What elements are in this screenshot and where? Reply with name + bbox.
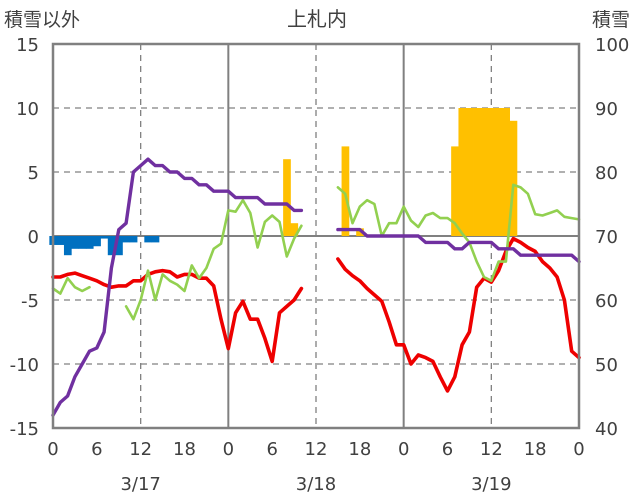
y-right-tick-label: 40 [595,419,618,440]
y-left-tick-label: -10 [10,355,39,376]
y-right-tick-label: 80 [595,163,618,184]
x-tick-label: 0 [573,439,584,460]
plot-frame [51,42,581,430]
y-right-tick-label: 100 [595,35,629,56]
precipitation-bar [283,159,291,236]
precipitation-bar [473,108,481,236]
grid-lines [53,44,579,428]
y-right-axis-title: 積雪 [592,9,630,31]
temperature-line [51,268,304,364]
precipitation-bar [451,146,459,236]
y-right-tick-label: 60 [595,291,618,312]
chart-title: 上札内 [287,7,347,31]
precipitation-bar [494,108,503,236]
temperature-line [336,236,581,393]
date-label: 3/17 [120,474,160,495]
snow-depth-line [336,227,581,264]
wind-bar [144,236,153,243]
y-right-tick-label: 90 [595,99,618,120]
snow-depth-line [51,157,304,417]
x-tick-label: 12 [305,439,328,460]
x-tick-label: 12 [480,439,503,460]
x-tick-label: 12 [129,439,152,460]
y-left-tick-label: 0 [28,227,39,248]
precipitation-bar [487,108,496,236]
precipitation-bar [341,146,350,236]
wind-bar [107,236,116,256]
x-tick-label: 0 [223,439,234,460]
wind-bar [93,236,101,247]
precipitation-bar [356,228,364,236]
humidity-line [124,198,303,321]
wind-bar [78,236,87,249]
wind-bar [122,236,131,243]
y-left-tick-label: 5 [28,163,39,184]
precipitation-bar [502,108,510,236]
precipitation-bar [290,223,299,236]
x-tick-label: 6 [91,439,102,460]
y-left-axis-title: 積雪以外 [4,9,80,31]
date-label: 3/18 [296,474,336,495]
humidity-line [51,276,91,295]
x-tick-label: 18 [348,439,371,460]
x-tick-label: 0 [398,439,409,460]
wind-bar [100,236,109,239]
date-label: 3/19 [471,474,511,495]
x-tick-label: 18 [173,439,196,460]
precipitation-bar [480,108,489,236]
wind-bar [115,236,123,256]
wind-bar [129,236,138,243]
bar-series [49,108,518,256]
y-right-tick-label: 50 [595,355,618,376]
wind-bar [63,236,72,256]
y-right-tick-label: 70 [595,227,618,248]
y-left-tick-label: -5 [21,291,39,312]
y-left-tick-label: -15 [10,419,39,440]
wind-bar [85,236,94,249]
x-tick-label: 6 [266,439,277,460]
wind-bar [151,236,160,243]
precipitation-bar [458,108,467,236]
precipitation-bar [509,120,518,236]
x-tick-label: 18 [524,439,547,460]
x-tick-label: 6 [442,439,453,460]
y-left-tick-label: 15 [16,35,39,56]
line-series [51,157,581,417]
wind-bar [71,236,79,249]
y-left-tick-label: 10 [16,99,39,120]
humidity-line [336,183,581,283]
x-tick-label: 0 [47,439,58,460]
wind-bar [56,236,65,245]
precipitation-bar [465,108,474,236]
